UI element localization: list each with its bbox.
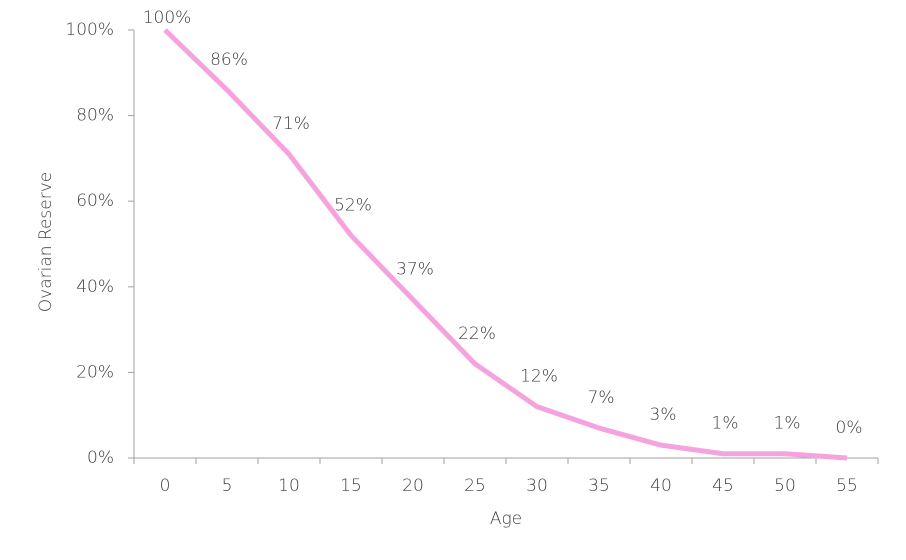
x-tick-label: 55 [836,476,858,496]
data-label: 1% [774,414,801,434]
data-label: 52% [334,195,372,215]
x-tick-label: 50 [774,476,796,496]
data-label: 12% [520,367,558,387]
data-label: 86% [210,50,248,70]
data-label: 1% [712,414,739,434]
x-axis-label: Age [490,509,522,529]
x-tick-label: 20 [402,476,424,496]
y-tick-label: 60% [76,191,114,211]
data-label: 7% [588,388,615,408]
x-tick-label: 10 [278,476,300,496]
x-tick-label: 15 [340,476,362,496]
y-tick-label: 100% [65,20,114,40]
x-tick-label: 5 [222,476,233,496]
x-tick-label: 0 [160,476,171,496]
data-label: 22% [458,324,496,344]
data-label: 100% [143,8,192,28]
x-tick-label: 35 [588,476,610,496]
line [163,28,848,461]
data-label: 3% [650,405,677,425]
y-axis-label: Ovarian Reserve [36,172,56,313]
y-tick-label: 40% [76,277,114,297]
data-label: 37% [396,260,434,280]
x-tick-label: 30 [526,476,548,496]
data-label: 71% [272,114,310,134]
y-tick-label: 80% [76,106,114,126]
x-tick-label: 45 [712,476,734,496]
data-label: 0% [836,418,863,438]
y-tick-label: 20% [76,362,114,382]
x-tick-label: 25 [464,476,486,496]
y-tick-label: 0% [87,448,114,468]
x-tick-label: 40 [650,476,672,496]
